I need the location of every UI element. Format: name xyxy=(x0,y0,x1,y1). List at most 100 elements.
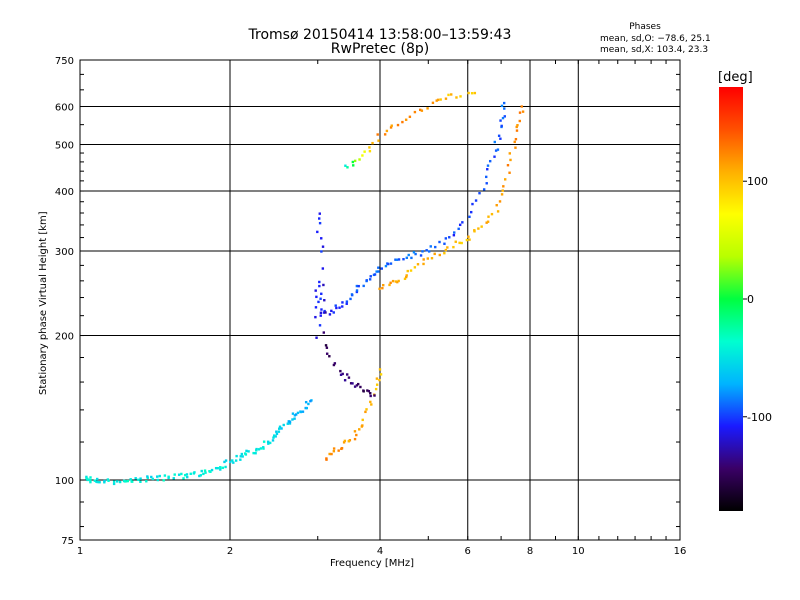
data-point xyxy=(131,480,134,483)
data-point xyxy=(488,159,492,163)
data-point xyxy=(146,475,149,478)
data-point xyxy=(347,376,351,379)
data-point xyxy=(443,251,446,255)
data-point xyxy=(402,258,405,261)
data-point xyxy=(508,152,511,155)
y-tick-label: 75 xyxy=(61,536,74,547)
data-point xyxy=(458,223,462,227)
data-point xyxy=(214,466,218,470)
data-point xyxy=(224,465,227,469)
data-point xyxy=(328,452,331,456)
data-point xyxy=(485,175,488,179)
data-point xyxy=(381,286,384,290)
data-point xyxy=(322,311,326,314)
data-point xyxy=(343,439,347,443)
data-point xyxy=(368,278,372,281)
data-point xyxy=(340,446,344,450)
data-point xyxy=(335,306,338,310)
data-point xyxy=(353,159,357,163)
data-point xyxy=(139,480,142,483)
data-point xyxy=(368,149,372,153)
data-point xyxy=(216,466,219,470)
data-point xyxy=(416,263,420,266)
data-point xyxy=(320,292,323,296)
data-point xyxy=(373,394,376,397)
data-point xyxy=(318,217,321,220)
data-point xyxy=(349,297,352,301)
data-point xyxy=(409,269,413,272)
data-point xyxy=(358,428,361,431)
data-point xyxy=(486,164,490,167)
data-point xyxy=(426,257,430,260)
data-point xyxy=(319,314,322,317)
data-point xyxy=(496,210,500,213)
data-point xyxy=(457,227,460,231)
data-point xyxy=(296,411,300,415)
data-point xyxy=(342,441,346,444)
data-point xyxy=(210,468,214,472)
data-point xyxy=(439,98,442,101)
data-point xyxy=(386,262,390,266)
data-point xyxy=(177,473,181,476)
data-point xyxy=(219,468,222,471)
chart-title: Tromsø 20150414 13:58:00–13:59:43 xyxy=(248,27,512,43)
data-point xyxy=(89,478,92,482)
data-point xyxy=(375,377,379,380)
data-point xyxy=(503,115,506,118)
data-point xyxy=(431,101,435,105)
data-point xyxy=(315,336,318,339)
data-point xyxy=(473,229,476,232)
data-point xyxy=(343,379,347,382)
data-point xyxy=(334,304,337,307)
data-point xyxy=(422,262,425,266)
data-point xyxy=(461,221,464,224)
data-point xyxy=(278,425,282,428)
data-point xyxy=(116,480,119,483)
data-point xyxy=(156,478,159,482)
data-point xyxy=(231,459,234,462)
data-point xyxy=(293,414,297,417)
x-tick-label: 10 xyxy=(572,546,585,557)
data-point xyxy=(349,382,353,385)
data-point xyxy=(407,253,410,257)
data-point xyxy=(362,390,365,393)
data-point xyxy=(455,96,458,99)
data-point xyxy=(318,212,321,215)
data-point xyxy=(252,451,255,455)
data-point xyxy=(473,91,477,95)
data-point xyxy=(376,133,379,136)
data-point xyxy=(288,422,292,425)
data-point xyxy=(383,133,387,136)
data-point xyxy=(156,475,159,478)
data-point xyxy=(361,418,364,422)
data-point xyxy=(422,258,425,261)
data-point xyxy=(369,392,372,395)
data-point xyxy=(353,430,357,433)
data-point xyxy=(514,137,518,141)
data-point xyxy=(277,427,281,430)
data-point xyxy=(341,305,344,308)
data-point xyxy=(419,254,423,257)
data-point xyxy=(353,385,357,388)
data-point xyxy=(139,477,142,480)
data-point xyxy=(337,449,340,452)
data-point xyxy=(438,240,441,244)
data-point xyxy=(247,450,250,453)
data-point xyxy=(444,248,448,252)
x-tick-label: 8 xyxy=(527,546,533,557)
data-point xyxy=(497,134,501,137)
data-point xyxy=(370,403,373,406)
data-point xyxy=(447,93,450,97)
data-point xyxy=(365,408,368,411)
x-tick-label: 1 xyxy=(77,546,83,557)
data-point xyxy=(514,146,517,149)
data-point xyxy=(384,264,388,268)
data-point xyxy=(224,459,228,462)
data-point xyxy=(323,299,326,302)
data-point xyxy=(267,442,270,445)
data-point xyxy=(291,412,295,415)
data-point xyxy=(320,308,323,311)
data-point xyxy=(163,474,167,477)
data-point xyxy=(413,110,417,114)
